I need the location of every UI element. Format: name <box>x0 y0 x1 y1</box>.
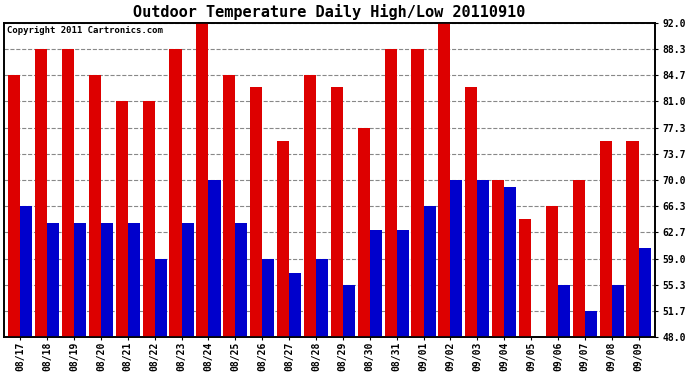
Bar <box>370 230 382 375</box>
Bar <box>627 141 638 375</box>
Bar <box>277 141 289 375</box>
Bar <box>62 49 74 375</box>
Bar <box>451 180 462 375</box>
Bar <box>224 75 235 375</box>
Title: Outdoor Temperature Daily High/Low 20110910: Outdoor Temperature Daily High/Low 20110… <box>133 4 526 20</box>
Bar <box>600 141 611 375</box>
Bar <box>262 259 275 375</box>
Bar <box>35 49 47 375</box>
Bar <box>504 187 516 375</box>
Bar <box>384 49 397 375</box>
Bar <box>170 49 181 375</box>
Bar <box>611 285 624 375</box>
Bar <box>411 49 424 375</box>
Bar <box>47 223 59 375</box>
Bar <box>74 223 86 375</box>
Bar <box>20 207 32 375</box>
Bar <box>304 75 316 375</box>
Bar <box>531 337 543 375</box>
Bar <box>235 223 248 375</box>
Bar <box>101 223 113 375</box>
Bar <box>638 248 651 375</box>
Bar <box>8 75 20 375</box>
Bar <box>128 223 140 375</box>
Bar <box>585 311 597 375</box>
Bar <box>573 180 585 375</box>
Text: Copyright 2011 Cartronics.com: Copyright 2011 Cartronics.com <box>8 26 164 35</box>
Bar <box>357 128 370 375</box>
Bar <box>208 180 221 375</box>
Bar <box>250 87 262 375</box>
Bar <box>181 223 194 375</box>
Bar <box>343 285 355 375</box>
Bar <box>197 23 208 375</box>
Bar <box>143 101 155 375</box>
Bar <box>438 23 451 375</box>
Bar <box>397 230 408 375</box>
Bar <box>289 273 302 375</box>
Bar <box>316 259 328 375</box>
Bar <box>492 180 504 375</box>
Bar <box>89 75 101 375</box>
Bar <box>558 285 570 375</box>
Bar <box>519 219 531 375</box>
Bar <box>424 207 435 375</box>
Bar <box>331 87 343 375</box>
Bar <box>116 101 128 375</box>
Bar <box>477 180 489 375</box>
Bar <box>465 87 477 375</box>
Bar <box>546 207 558 375</box>
Bar <box>155 259 167 375</box>
